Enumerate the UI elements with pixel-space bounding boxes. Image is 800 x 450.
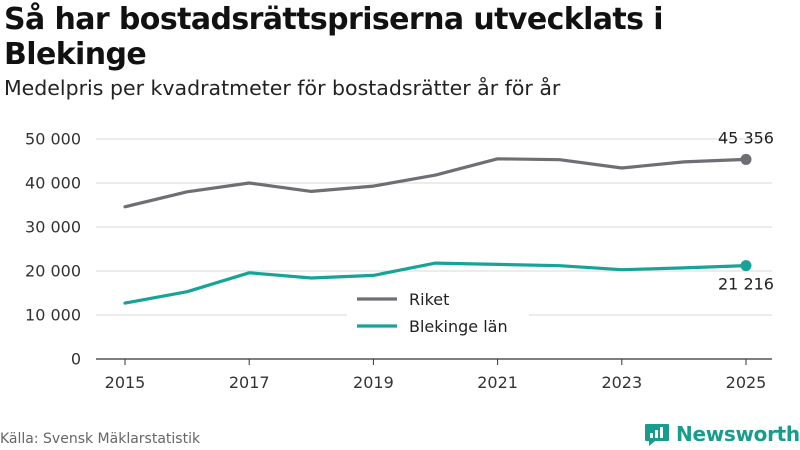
y-tick-label: 10 000 xyxy=(25,306,81,325)
data-label-blekinge-l-n: 21 216 xyxy=(718,275,774,294)
legend-label: Riket xyxy=(409,290,449,309)
x-tick-label: 2025 xyxy=(726,373,767,392)
gridlines xyxy=(96,138,772,360)
x-tick-label: 2021 xyxy=(477,373,518,392)
legend-background xyxy=(347,284,529,346)
brand-name: Newsworthy xyxy=(676,422,800,446)
y-axis-ticks: 0 10 000 20 000 30 000 40 000 50 000 xyxy=(25,130,81,369)
x-tick-label: 2017 xyxy=(229,373,270,392)
x-axis: 2015 2017 2019 2021 2023 2025 xyxy=(105,359,767,392)
y-tick-label: 0 xyxy=(71,350,81,369)
chart-title: Så har bostadsrättspriserna utvecklats i… xyxy=(4,2,664,72)
x-tick-label: 2023 xyxy=(601,373,642,392)
brand-logo: Newsworthy xyxy=(644,420,800,448)
y-tick-label: 30 000 xyxy=(25,218,81,237)
x-tick-label: 2015 xyxy=(105,373,146,392)
series-line-riket xyxy=(123,157,748,209)
series-line-blekinge-l-n xyxy=(123,261,748,305)
end-point-riket xyxy=(740,153,752,165)
newsworthy-logo-icon xyxy=(645,424,669,446)
y-tick-label: 50 000 xyxy=(25,130,81,149)
series-lines: 45 356 21 216 xyxy=(123,128,774,305)
end-point-blekinge-l-n xyxy=(740,260,752,272)
line-chart: 0 10 000 20 000 30 000 40 000 50 000 2015 2017… xyxy=(25,128,774,392)
legend: Riket Blekinge län xyxy=(347,284,529,346)
x-tick-label: 2019 xyxy=(353,373,394,392)
y-tick-label: 20 000 xyxy=(25,262,81,281)
y-tick-label: 40 000 xyxy=(25,174,81,193)
legend-label: Blekinge län xyxy=(409,317,508,336)
data-label-riket: 45 356 xyxy=(718,128,774,147)
source-note: Källa: Svensk Mäklarstatistik xyxy=(0,431,201,447)
chart-subtitle: Medelpris per kvadratmeter för bostadsrä… xyxy=(4,76,561,100)
